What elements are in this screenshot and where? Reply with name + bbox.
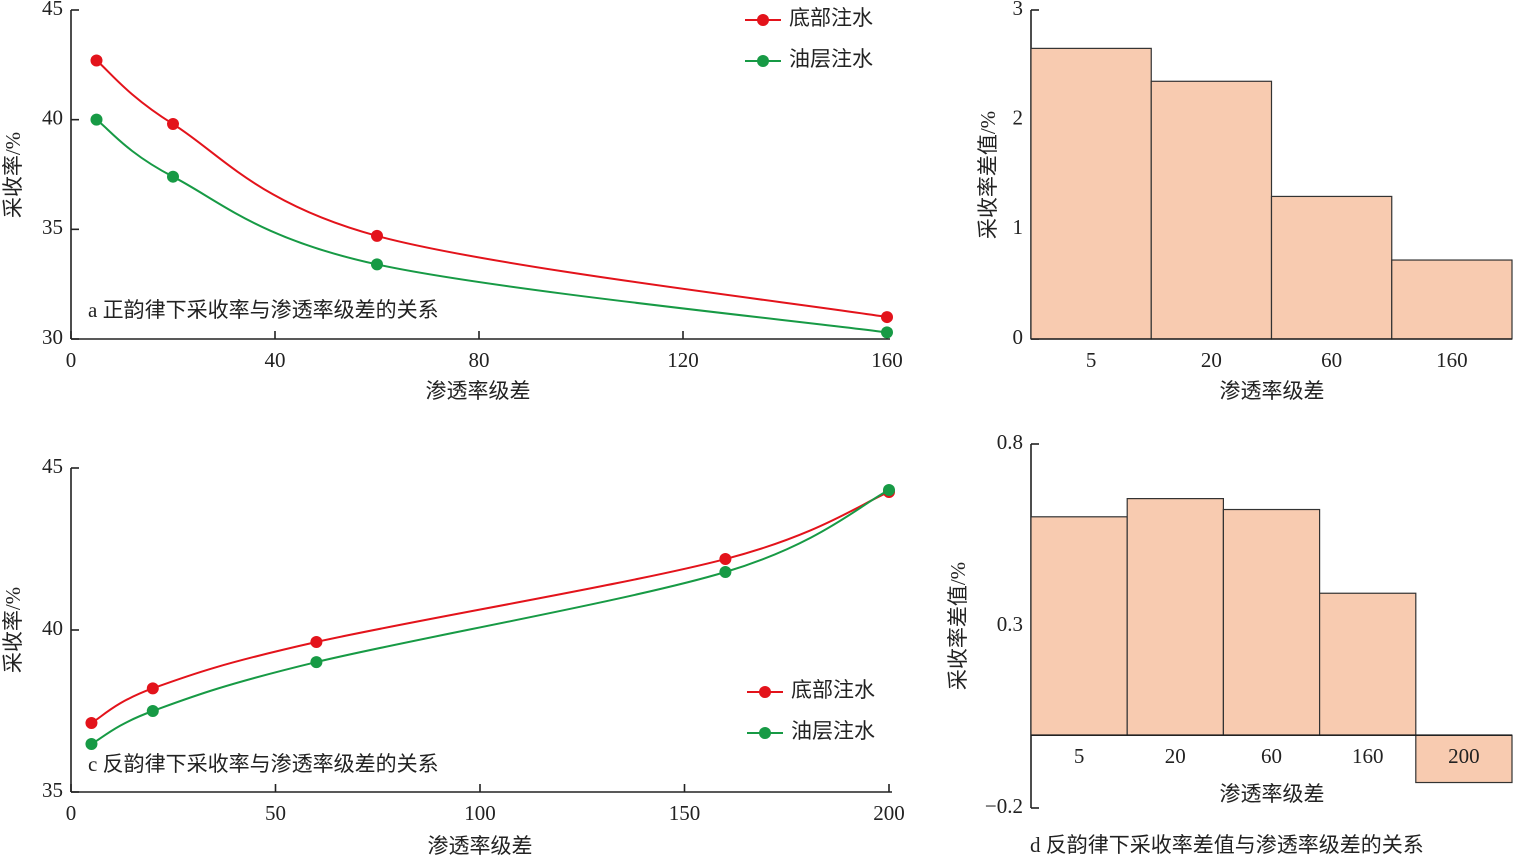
bar [1318,592,1417,736]
legend-label: 底部注水 [789,6,873,30]
x-tick-label: 80 [469,348,490,372]
x-tick-label: 0 [66,801,77,825]
data-point [167,118,179,131]
data-point [881,311,893,324]
x-axis-label: 渗透率级差 [428,834,533,858]
x-tick-label: 100 [464,801,496,825]
bar [1030,47,1152,340]
data-point [719,553,732,566]
y-tick-label: 40 [42,616,63,640]
bar [1391,259,1513,340]
bar [1150,80,1273,340]
data-point [167,170,179,183]
x-tick-label: 50 [265,801,286,825]
data-point [371,258,383,271]
data-point [85,716,98,729]
x-tick-label: 0 [66,348,77,372]
bar [1415,734,1513,784]
chart-subtitle: c 反韵律下采收率与渗透率级差的关系 [88,752,439,776]
y-tick-label: 40 [42,105,63,129]
series-line [95,59,888,319]
y-tick-label: 2 [1013,105,1024,129]
data-point [371,229,383,242]
x-tick-label: 5 [1074,744,1085,768]
y-tick-label: 45 [42,454,63,478]
data-point [85,738,98,751]
series-line [90,489,890,745]
x-tick-label: 200 [873,801,905,825]
bar [1126,498,1224,736]
legend-label: 底部注水 [791,678,875,702]
x-tick-label: 150 [669,801,701,825]
series-line [95,118,888,334]
y-tick-label: 35 [42,215,63,239]
data-point [90,113,103,126]
chart-subtitle: a 正韵律下采收率与渗透率级差的关系 [88,298,439,322]
data-point [719,566,732,579]
y-tick-label: 35 [42,778,63,802]
y-axis-label: 采收率差值/% [976,111,1000,239]
x-axis-label: 渗透率级差 [1220,782,1325,806]
x-tick-label: 120 [667,348,699,372]
legend-marker [759,686,771,698]
data-point [146,705,159,717]
x-tick-label: 40 [265,348,286,372]
data-point [883,484,895,497]
data-point [146,682,159,695]
y-tick-label: 3 [1013,0,1024,20]
y-tick-label: −0.2 [985,794,1023,818]
x-axis-label: 渗透率级差 [1220,379,1325,403]
y-tick-label: 1 [1013,215,1024,239]
x-tick-label: 60 [1321,348,1342,372]
y-tick-label: 30 [42,325,63,349]
y-axis-label: 采收率差值/% [946,562,970,690]
x-tick-label: 160 [1352,744,1384,768]
legend-marker [759,727,771,739]
x-tick-label: 20 [1201,348,1222,372]
bar [1222,508,1321,736]
data-point [310,656,323,669]
y-tick-label: 0 [1013,325,1024,349]
bar [1270,195,1393,340]
x-tick-label: 200 [1448,744,1480,768]
chart-subtitle: d 反韵律下采收率差值与渗透率级差的关系 [1030,833,1424,857]
legend-marker [757,55,769,67]
y-tick-label: 45 [42,0,63,20]
y-tick-label: 0.8 [997,430,1023,454]
data-point [310,635,323,648]
y-axis-label: 采收率/% [1,132,25,218]
x-tick-label: 160 [1436,348,1468,372]
legend-label: 油层注水 [789,47,873,71]
x-tick-label: 5 [1086,348,1097,372]
x-tick-label: 60 [1261,744,1282,768]
legend-label: 油层注水 [791,719,875,743]
x-axis-label: 渗透率级差 [426,379,531,403]
y-tick-label: 0.3 [997,612,1023,636]
data-point [881,326,893,339]
x-tick-label: 20 [1165,744,1186,768]
legend-marker [757,14,769,26]
bar [1030,516,1128,736]
x-tick-label: 160 [871,348,903,372]
data-point [90,54,103,67]
y-axis-label: 采收率/% [1,587,25,673]
